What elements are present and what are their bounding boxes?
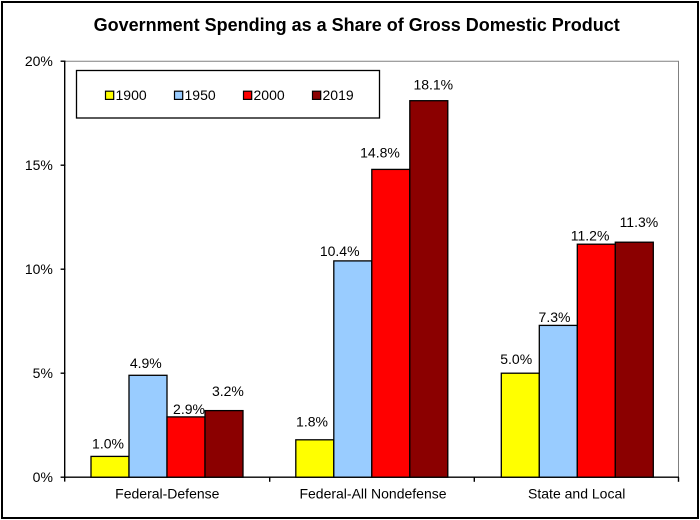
svg-text:1950: 1950: [185, 87, 216, 103]
svg-text:0%: 0%: [33, 469, 53, 485]
svg-text:2000: 2000: [254, 87, 285, 103]
svg-text:5.0%: 5.0%: [500, 351, 532, 367]
svg-text:1900: 1900: [116, 87, 147, 103]
svg-text:Federal-Defense: Federal-Defense: [115, 485, 219, 501]
svg-text:14.8%: 14.8%: [360, 144, 400, 160]
svg-text:5%: 5%: [33, 365, 53, 381]
svg-text:20%: 20%: [25, 53, 53, 69]
svg-text:State and Local: State and Local: [528, 485, 625, 501]
svg-text:4.9%: 4.9%: [130, 355, 162, 371]
svg-text:1.0%: 1.0%: [92, 436, 124, 452]
svg-text:Federal-All Nondefense: Federal-All Nondefense: [299, 485, 446, 501]
svg-text:11.2%: 11.2%: [571, 227, 610, 243]
svg-text:10.4%: 10.4%: [320, 243, 360, 259]
svg-text:3.2%: 3.2%: [212, 383, 244, 399]
svg-text:15%: 15%: [25, 157, 53, 173]
svg-text:Government Spending as a Share: Government Spending as a Share of Gross …: [94, 15, 620, 35]
svg-text:7.3%: 7.3%: [539, 309, 571, 325]
svg-text:2.9%: 2.9%: [173, 401, 205, 417]
svg-text:10%: 10%: [25, 261, 53, 277]
svg-text:11.3%: 11.3%: [620, 214, 659, 230]
svg-text:18.1%: 18.1%: [413, 77, 453, 93]
svg-text:2019: 2019: [323, 87, 354, 103]
svg-text:1.8%: 1.8%: [296, 414, 328, 430]
